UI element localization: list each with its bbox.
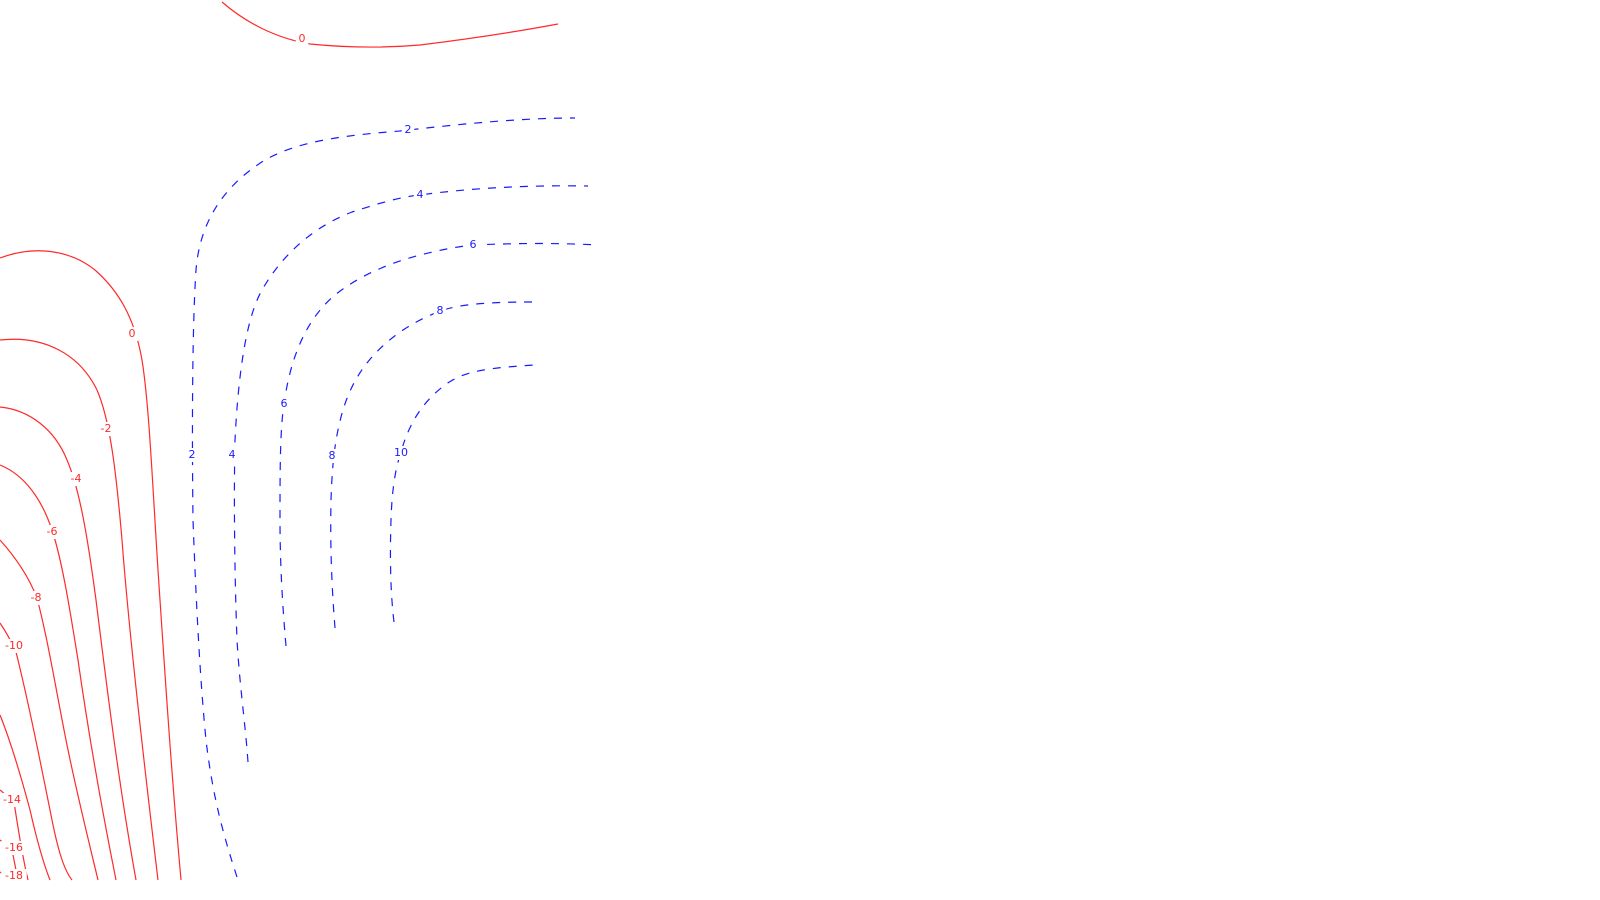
negative-contour-line bbox=[0, 338, 159, 881]
contour-label: 4 bbox=[413, 188, 427, 202]
contour-label: 8 bbox=[325, 449, 339, 463]
negative-contour-line bbox=[0, 539, 99, 881]
contour-label: 8 bbox=[433, 304, 447, 318]
contour-label-text: -10 bbox=[5, 639, 23, 652]
contour-label-background bbox=[96, 422, 116, 436]
contour-label-background bbox=[433, 304, 447, 318]
contour-label-text: 2 bbox=[405, 123, 412, 136]
contour-label-background bbox=[125, 327, 139, 341]
contour-labels: 0 0 -2 -4 -6 -8 -10 -14 -16 -18 2 2 4 4 6 6 8 8 10 bbox=[0, 32, 480, 883]
contour-label: -2 bbox=[96, 422, 116, 436]
contour-label-text: 6 bbox=[470, 238, 477, 251]
contour-label: 0 bbox=[295, 32, 309, 46]
contour-label-background bbox=[1, 841, 27, 855]
positive-contour-line bbox=[191, 117, 576, 878]
contour-label-text: -6 bbox=[47, 525, 58, 538]
contour-label-background bbox=[325, 449, 339, 463]
contour-label: 4 bbox=[225, 448, 239, 462]
contour-label-text: -2 bbox=[101, 422, 112, 435]
contour-label: -6 bbox=[42, 525, 62, 539]
contour-label-background bbox=[277, 397, 291, 411]
contour-label-background bbox=[401, 123, 415, 137]
contour-label: -4 bbox=[66, 472, 86, 486]
negative-contour-line bbox=[0, 406, 137, 881]
contour-label: 6 bbox=[277, 397, 291, 411]
contour-label-background bbox=[413, 188, 427, 202]
contour-label-text: 4 bbox=[229, 448, 236, 461]
contour-label-text: -8 bbox=[31, 591, 42, 604]
contour-label-background bbox=[1, 639, 27, 653]
contour-label: 2 bbox=[401, 123, 415, 137]
contour-label-text: 6 bbox=[281, 397, 288, 410]
contour-label-background bbox=[1, 869, 27, 883]
contour-label-background bbox=[185, 448, 199, 462]
contour-label-background bbox=[295, 32, 309, 46]
contour-label-text: 2 bbox=[189, 448, 196, 461]
contour-label-background bbox=[466, 238, 480, 252]
contour-label-text: -16 bbox=[5, 841, 23, 854]
negative-contour-line bbox=[0, 250, 182, 881]
contour-label-text: -4 bbox=[71, 472, 82, 485]
contour-label: -14 bbox=[0, 793, 25, 807]
contour-label: -18 bbox=[1, 869, 27, 883]
contour-label-background bbox=[66, 472, 86, 486]
negative-contour-line bbox=[0, 464, 117, 881]
contour-label-background bbox=[225, 448, 239, 462]
contour-label-text: 4 bbox=[417, 188, 424, 201]
contour-label-background bbox=[26, 591, 46, 605]
contour-label-text: -14 bbox=[3, 793, 21, 806]
contour-label-background bbox=[42, 525, 62, 539]
contour-label-text: 8 bbox=[329, 449, 336, 462]
contour-label-text: 10 bbox=[394, 446, 408, 459]
contour-label-background bbox=[391, 446, 411, 460]
contour-label: 0 bbox=[125, 327, 139, 341]
contour-label: -16 bbox=[1, 841, 27, 855]
contour-label: -10 bbox=[1, 639, 27, 653]
negative-contour-line bbox=[0, 714, 51, 881]
contour-label: 6 bbox=[466, 238, 480, 252]
contour-label-text: 0 bbox=[299, 32, 306, 45]
contour-label-text: -18 bbox=[5, 869, 23, 882]
negative-contour-line bbox=[221, 1, 559, 48]
contour-label-background bbox=[0, 793, 25, 807]
contour-label-text: 0 bbox=[129, 327, 136, 340]
contour-label-text: 8 bbox=[437, 304, 444, 317]
positive-contour-line bbox=[389, 364, 535, 623]
contour-label: 10 bbox=[391, 446, 411, 460]
contour-label: 2 bbox=[185, 448, 199, 462]
contour-label: -8 bbox=[26, 591, 46, 605]
